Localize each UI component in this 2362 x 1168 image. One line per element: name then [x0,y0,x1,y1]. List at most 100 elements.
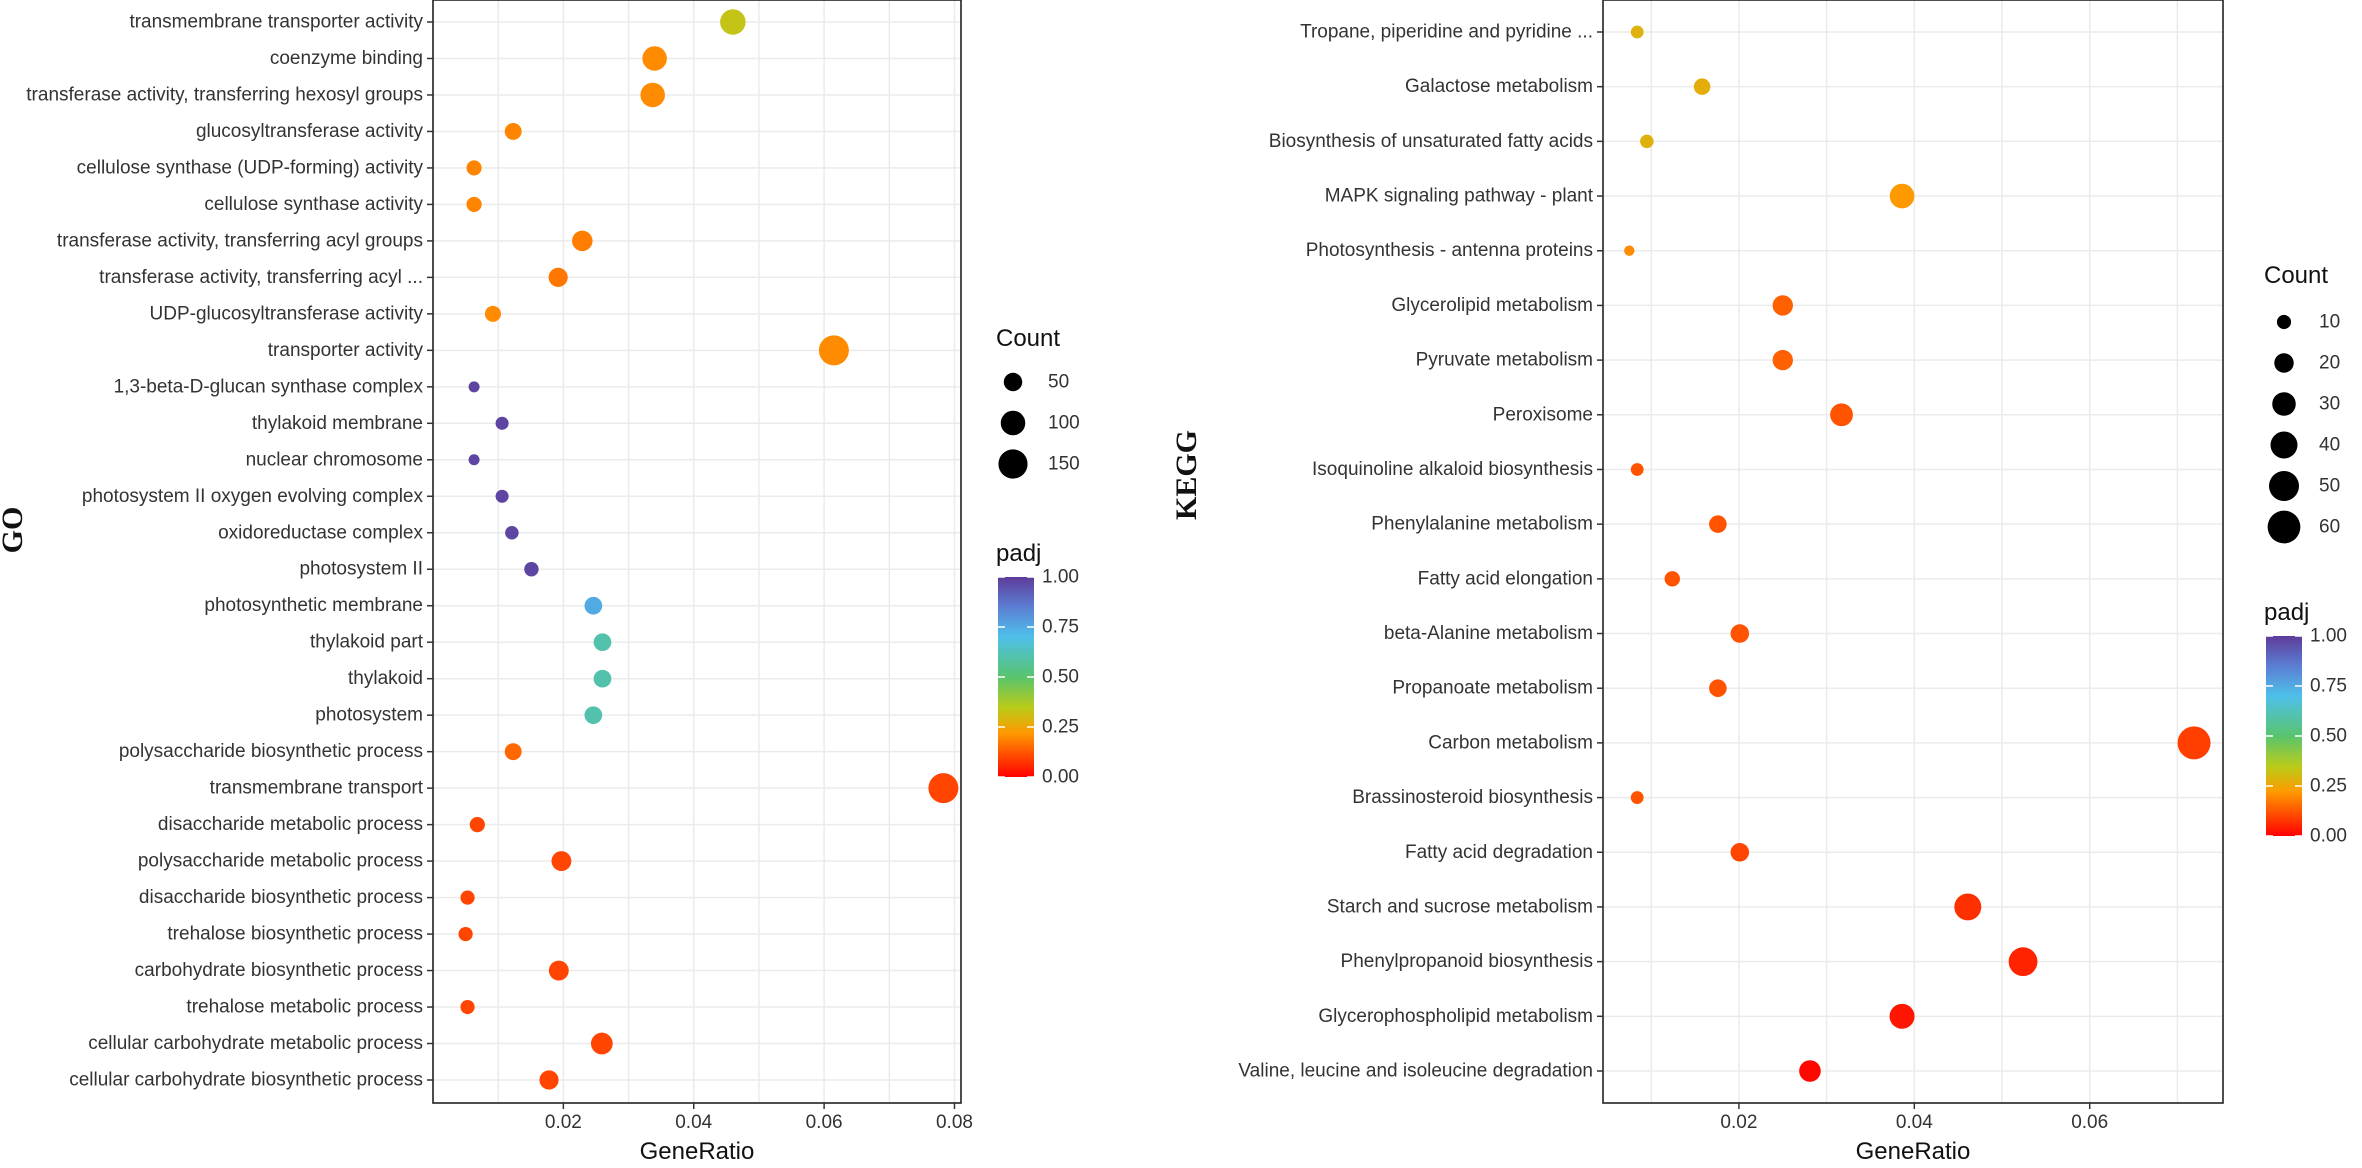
kegg-y-tick-label: Photosynthesis - antenna proteins [1306,240,1593,261]
go-y-tick-label: photosystem II oxygen evolving complex [82,486,424,507]
go-y-tick-label: polysaccharide metabolic process [138,851,423,872]
kegg-point [1709,679,1727,697]
kegg-point [1664,571,1680,587]
kegg-padj-tick-label: 0.50 [2310,726,2347,747]
kegg-count-legend-dot [2276,314,2292,330]
kegg-y-tick-label: Galactose metabolism [1405,76,1593,97]
go-point [468,381,480,393]
kegg-y-tick-label: Isoquinoline alkaloid biosynthesis [1312,459,1593,480]
kegg-y-axis-title: KEGG [1170,430,1203,520]
kegg-count-legend-label: 30 [2319,394,2340,415]
go-point [584,706,603,725]
go-y-tick-label: transmembrane transport [210,778,424,799]
go-x-axis-title: GeneRatio [640,1138,755,1163]
go-point [572,230,593,252]
kegg-point [1640,134,1654,149]
kegg-y-tick-label: Fatty acid elongation [1418,568,1593,589]
kegg-padj-tick-label: 0.75 [2310,676,2347,697]
go-count-legend-items: 50 100 150 [998,372,1080,479]
go-y-tick-label: carbohydrate biosynthetic process [135,960,423,981]
go-y-tick-label: glucosyltransferase activity [196,121,424,142]
go-point [505,525,519,540]
go-count-legend: Count 50 100 150 [996,325,1080,479]
go-point [548,960,569,981]
kegg-count-legend-label: 60 [2319,517,2340,538]
kegg-x-tick-label: 0.04 [1896,1112,1933,1133]
go-x-tick-label: 0.06 [806,1112,843,1133]
go-y-tick-label: thylakoid [348,668,423,689]
go-point [484,305,502,322]
go-y-tick-label: transferase activity, transferring acyl … [99,267,423,288]
go-y-tick-label: nuclear chromosome [246,449,423,470]
kegg-y-tick-label: Valine, leucine and isoleucine degradati… [1238,1061,1593,1082]
go-y-tick-label: oxidoreductase complex [218,522,423,543]
kegg-y-tick-label: Peroxisome [1493,404,1593,425]
kegg-y-tick-label: Phenylalanine metabolism [1371,514,1593,535]
go-point [593,669,612,688]
kegg-panel: Tropane, piperidine and pyridine ... Gala… [1170,0,2347,1165]
kegg-point [1630,25,1644,39]
kegg-point [1772,295,1793,316]
kegg-y-tick-label: MAPK signaling pathway - plant [1325,186,1594,207]
go-padj-legend: padj 1.00 0.75 0.50 0.25 0.00 [996,540,1079,788]
kegg-points [1624,25,2211,1082]
kegg-padj-tick-label: 1.00 [2310,626,2347,647]
kegg-point [2177,726,2211,760]
kegg-count-legend-label: 20 [2319,353,2340,374]
go-panel: transmembrane transporter activity coenzy… [0,0,1080,1165]
kegg-y-tick-label: Brassinosteroid biosynthesis [1352,787,1593,808]
go-point [720,9,746,35]
kegg-x-axis-labels: 0.02 0.04 0.06 [1720,1103,2108,1133]
kegg-count-legend-title: Count [2264,262,2328,289]
go-point [642,46,667,71]
kegg-point [1772,349,1793,371]
go-point [504,122,522,140]
go-y-tick-label: disaccharide metabolic process [158,814,423,835]
go-point [584,596,603,615]
kegg-point [1730,624,1750,643]
kegg-point [1830,403,1853,427]
go-padj-legend-ticks: 1.00 0.75 0.50 0.25 0.00 [998,567,1079,788]
go-x-tick-label: 0.02 [545,1112,582,1133]
kegg-point [1799,1060,1821,1082]
kegg-y-tick-label: Phenylpropanoid biosynthesis [1341,951,1593,972]
go-point [928,773,959,804]
go-y-tick-label: trehalose biosynthetic process [167,924,423,945]
go-point [818,335,849,366]
go-count-legend-dot [1000,410,1026,436]
kegg-y-tick-label: Starch and sucrose metabolism [1327,896,1593,917]
kegg-point [2008,947,2038,977]
go-point [524,562,539,577]
go-y-axis-title: GO [0,507,29,554]
kegg-point [1630,463,1644,476]
kegg-point [1730,842,1750,862]
go-x-tick-label: 0.08 [936,1112,973,1133]
go-point [495,489,509,503]
kegg-count-legend-label: 40 [2319,435,2340,456]
kegg-point [1709,515,1727,533]
go-count-legend-label: 100 [1048,413,1080,434]
kegg-count-legend-dot [2268,470,2300,502]
kegg-count-legend-items: 10 20 30 40 50 60 [2267,312,2340,544]
kegg-point [1889,183,1915,209]
go-point [551,851,572,872]
kegg-point [1624,245,1635,256]
go-y-tick-label: polysaccharide biosynthetic process [119,741,423,762]
go-y-tick-label: transferase activity, transferring acyl … [57,230,423,251]
kegg-count-legend-label: 50 [2319,476,2340,497]
kegg-y-axis-labels: Tropane, piperidine and pyridine ... Gala… [1238,22,1603,1082]
go-y-tick-label: cellulose synthase activity [204,194,423,215]
kegg-point [1630,791,1644,804]
kegg-y-tick-label: Fatty acid degradation [1405,842,1593,863]
go-x-tick-label: 0.04 [675,1112,712,1133]
go-point [539,1070,559,1090]
kegg-y-tick-label: Tropane, piperidine and pyridine ... [1300,22,1593,43]
go-point [469,817,485,833]
kegg-padj-tick-label: 0.00 [2310,826,2347,847]
go-y-tick-label: photosynthetic membrane [204,595,423,616]
go-padj-legend-title: padj [996,540,1041,567]
go-plot-frame [432,0,962,1104]
go-y-tick-label: thylakoid part [310,632,424,653]
go-y-tick-label: transporter activity [268,340,424,361]
